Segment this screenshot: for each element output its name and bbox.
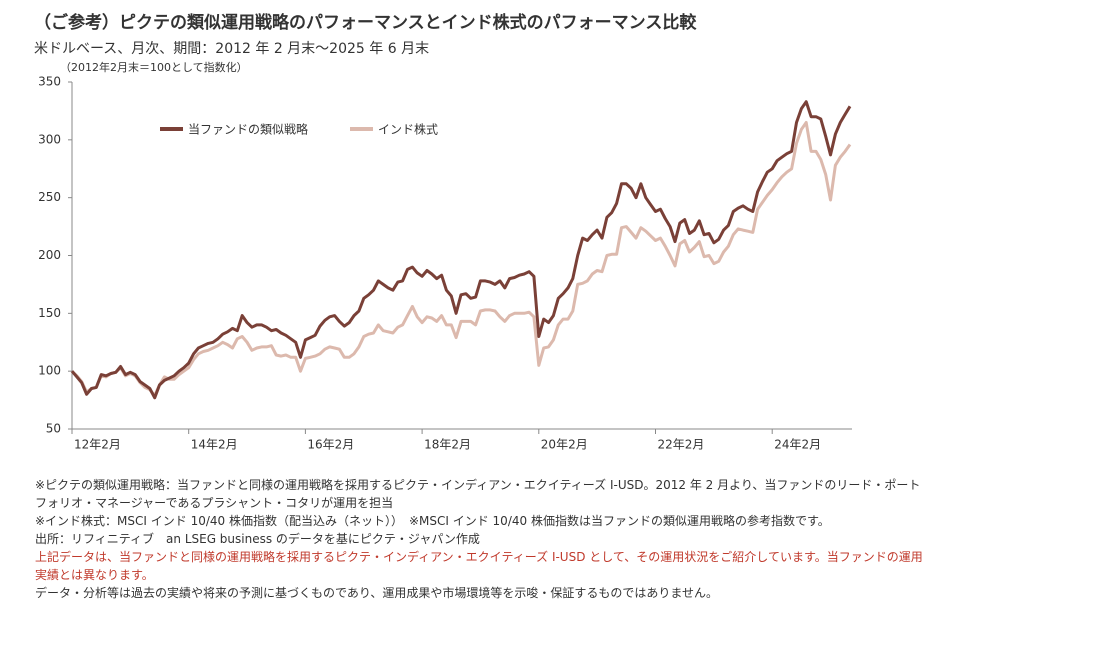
axis-note: （2012年2月末＝100として指数化）	[60, 60, 248, 74]
title: （ご参考）ピクテの類似運用戦略のパフォーマンスとインド株式のパフォーマンス比較	[34, 13, 697, 33]
y-tick-label: 300	[38, 132, 61, 146]
note: ※ピクテの類似運用戦略：当ファンドと同様の運用戦略を採用するピクテ・インディアン…	[35, 478, 921, 510]
subtitle: 米ドルベース、月次、期間：2012 年 2 月末～2025 年 6 月末	[34, 41, 430, 57]
x-tick-label: 22年2月	[658, 438, 705, 452]
x-tick-label: 20年2月	[541, 438, 588, 452]
x-tick-label: 12年2月	[74, 438, 121, 452]
y-tick-label: 350	[38, 75, 61, 89]
y-tick-label: 150	[38, 306, 61, 320]
x-tick-label: 18年2月	[424, 438, 471, 452]
x-tick-label: 16年2月	[307, 438, 354, 452]
y-tick-label: 250	[38, 190, 61, 204]
note: ※インド株式：MSCI インド 10/40 株価指数（配当込み（ネット）） ※M…	[35, 514, 830, 528]
y-tick-label: 100	[38, 364, 61, 378]
note: データ・分析等は過去の実績や将来の予測に基づくものであり、運用成果や市場環境等を…	[35, 586, 719, 600]
chart: （2012年2月末＝100として指数化） 50 100 150 200 250 300 35…	[38, 60, 852, 452]
x-tick-label: 24年2月	[774, 438, 821, 452]
notes: ※ピクテの類似運用戦略：当ファンドと同様の運用戦略を採用するピクテ・インディアン…	[35, 476, 925, 602]
legend-label: 当ファンドの類似戦略	[188, 122, 308, 137]
note: 上記データは、当ファンドと同様の運用戦略を採用するピクテ・インディアン・エクイテ…	[35, 550, 923, 582]
y-tick-label: 50	[46, 422, 61, 436]
y-tick-label: 200	[38, 248, 61, 262]
x-tick-label: 14年2月	[191, 438, 238, 452]
series-line	[70, 121, 852, 397]
legend-label: インド株式	[378, 122, 438, 137]
series-line	[70, 100, 852, 400]
note: 出所：リフィニティブ an LSEG business のデータを基にピクテ・ジ…	[35, 532, 480, 546]
